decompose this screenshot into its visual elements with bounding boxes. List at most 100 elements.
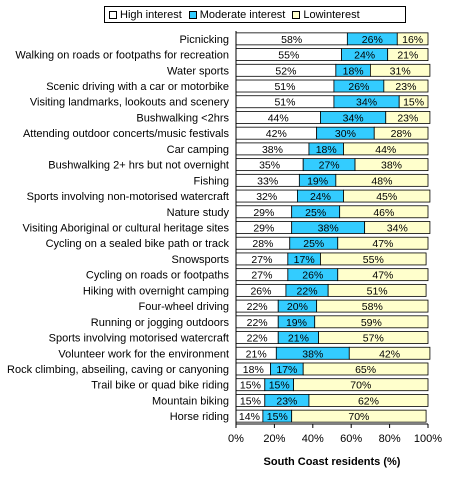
data-label: 26% — [250, 285, 271, 297]
data-label: 29% — [253, 223, 274, 235]
data-label: 28% — [252, 238, 273, 250]
data-label: 65% — [355, 364, 376, 376]
data-label: 51% — [274, 81, 295, 93]
data-label: 25% — [303, 238, 324, 250]
bar-low — [364, 221, 431, 234]
category-label: Visiting Aboriginal or cultural heritage… — [23, 223, 230, 235]
data-label: 27% — [251, 254, 272, 266]
data-label: 23% — [276, 395, 297, 407]
bar-low — [320, 252, 427, 266]
data-label: 18% — [316, 144, 337, 156]
data-label: 22% — [297, 285, 318, 297]
x-tick-label: 60% — [340, 433, 362, 445]
data-label: 19% — [286, 317, 307, 329]
data-label: 38% — [302, 348, 323, 360]
data-label: 45% — [376, 191, 397, 203]
data-label: 48% — [371, 175, 392, 187]
data-label: 55% — [363, 254, 384, 266]
data-label: 42% — [379, 348, 400, 360]
category-label: Walking on roads or footpaths for recrea… — [15, 50, 229, 62]
x-axis-title: South Coast residents (%) — [264, 456, 401, 468]
data-label: 31% — [390, 65, 411, 77]
category-label: Trail bike or quad bike riding — [91, 380, 229, 392]
data-label: 22% — [247, 333, 268, 345]
category-label: Attending outdoor concerts/music festiva… — [23, 128, 230, 140]
data-label: 26% — [362, 34, 383, 46]
data-label: 29% — [253, 207, 274, 219]
x-tick-label: 0% — [228, 433, 244, 445]
data-label: 38% — [262, 144, 283, 156]
bar-low — [387, 48, 429, 61]
legend-item-high: High interest — [109, 9, 182, 21]
x-tick-label: 100% — [414, 433, 442, 445]
category-label: Snowsports — [172, 254, 230, 266]
data-label: 22% — [247, 301, 268, 313]
bar-low — [316, 299, 429, 313]
bar-low — [335, 173, 429, 187]
bar-low — [343, 189, 431, 203]
bar-low — [337, 268, 429, 282]
bar-low — [339, 205, 429, 219]
data-label: 38% — [318, 223, 339, 235]
legend-label-moderate: Moderate interest — [199, 8, 286, 21]
data-label: 32% — [256, 191, 277, 203]
data-label: 17% — [294, 254, 315, 266]
data-label: 46% — [373, 207, 394, 219]
bar-low — [354, 158, 429, 172]
data-label: 15% — [240, 395, 261, 407]
data-label: 24% — [310, 191, 331, 203]
bar-low — [337, 236, 429, 250]
data-label: 16% — [402, 34, 423, 46]
data-label: 21% — [397, 50, 418, 62]
data-label: 15% — [403, 97, 424, 109]
data-label: 26% — [302, 270, 323, 282]
data-label: 18% — [343, 65, 364, 77]
data-label: 34% — [387, 223, 408, 235]
data-label: 58% — [281, 34, 302, 46]
legend-item-low: Lowinterest — [292, 8, 360, 21]
data-label: 47% — [372, 238, 393, 250]
data-label: 47% — [372, 270, 393, 282]
data-label: 59% — [361, 317, 382, 329]
category-label: Mountain biking — [152, 395, 229, 407]
data-label: 25% — [305, 207, 326, 219]
bar-low — [383, 79, 429, 93]
category-label: Visiting landmarks, lookouts and scenery — [30, 97, 230, 109]
legend-swatch-low — [292, 10, 301, 19]
category-label: Fishing — [194, 175, 229, 187]
category-label: Scenic driving with a car or motorbike — [46, 81, 229, 93]
category-label: Sports involving non-motorised watercraf… — [27, 191, 229, 203]
bar-low — [302, 362, 429, 376]
data-label: 24% — [354, 50, 375, 62]
bar-low — [373, 126, 429, 140]
data-label: 51% — [274, 97, 295, 109]
category-label: Hiking with overnight camping — [83, 285, 229, 297]
data-label: 19% — [307, 175, 328, 187]
data-label: 62% — [358, 395, 379, 407]
data-label: 55% — [278, 50, 299, 62]
data-label: 42% — [266, 128, 287, 140]
data-label: 52% — [275, 65, 296, 77]
data-label: 18% — [243, 364, 264, 376]
data-label: 20% — [287, 301, 308, 313]
legend-label-low: Lowinterest — [303, 8, 360, 21]
data-label: 28% — [391, 128, 412, 140]
data-label: 57% — [363, 333, 384, 345]
data-label: 44% — [268, 112, 289, 124]
category-label: Bushwalking <2hrs — [136, 112, 229, 124]
bar-low — [396, 32, 429, 46]
category-label: Picnicking — [179, 34, 229, 46]
bar-low — [343, 142, 429, 156]
data-label: 23% — [397, 112, 418, 124]
category-label: Sports involving motorised watercraft — [49, 333, 229, 345]
data-label: 15% — [267, 411, 288, 423]
data-label: 44% — [375, 144, 396, 156]
data-label: 15% — [240, 380, 261, 392]
category-label: Bushwalking 2+ hrs but not overnight — [48, 160, 229, 172]
data-label: 26% — [348, 81, 369, 93]
data-label: 34% — [356, 97, 377, 109]
bar-low — [314, 315, 429, 329]
data-label: 23% — [395, 81, 416, 93]
x-tick-label: 40% — [302, 433, 324, 445]
